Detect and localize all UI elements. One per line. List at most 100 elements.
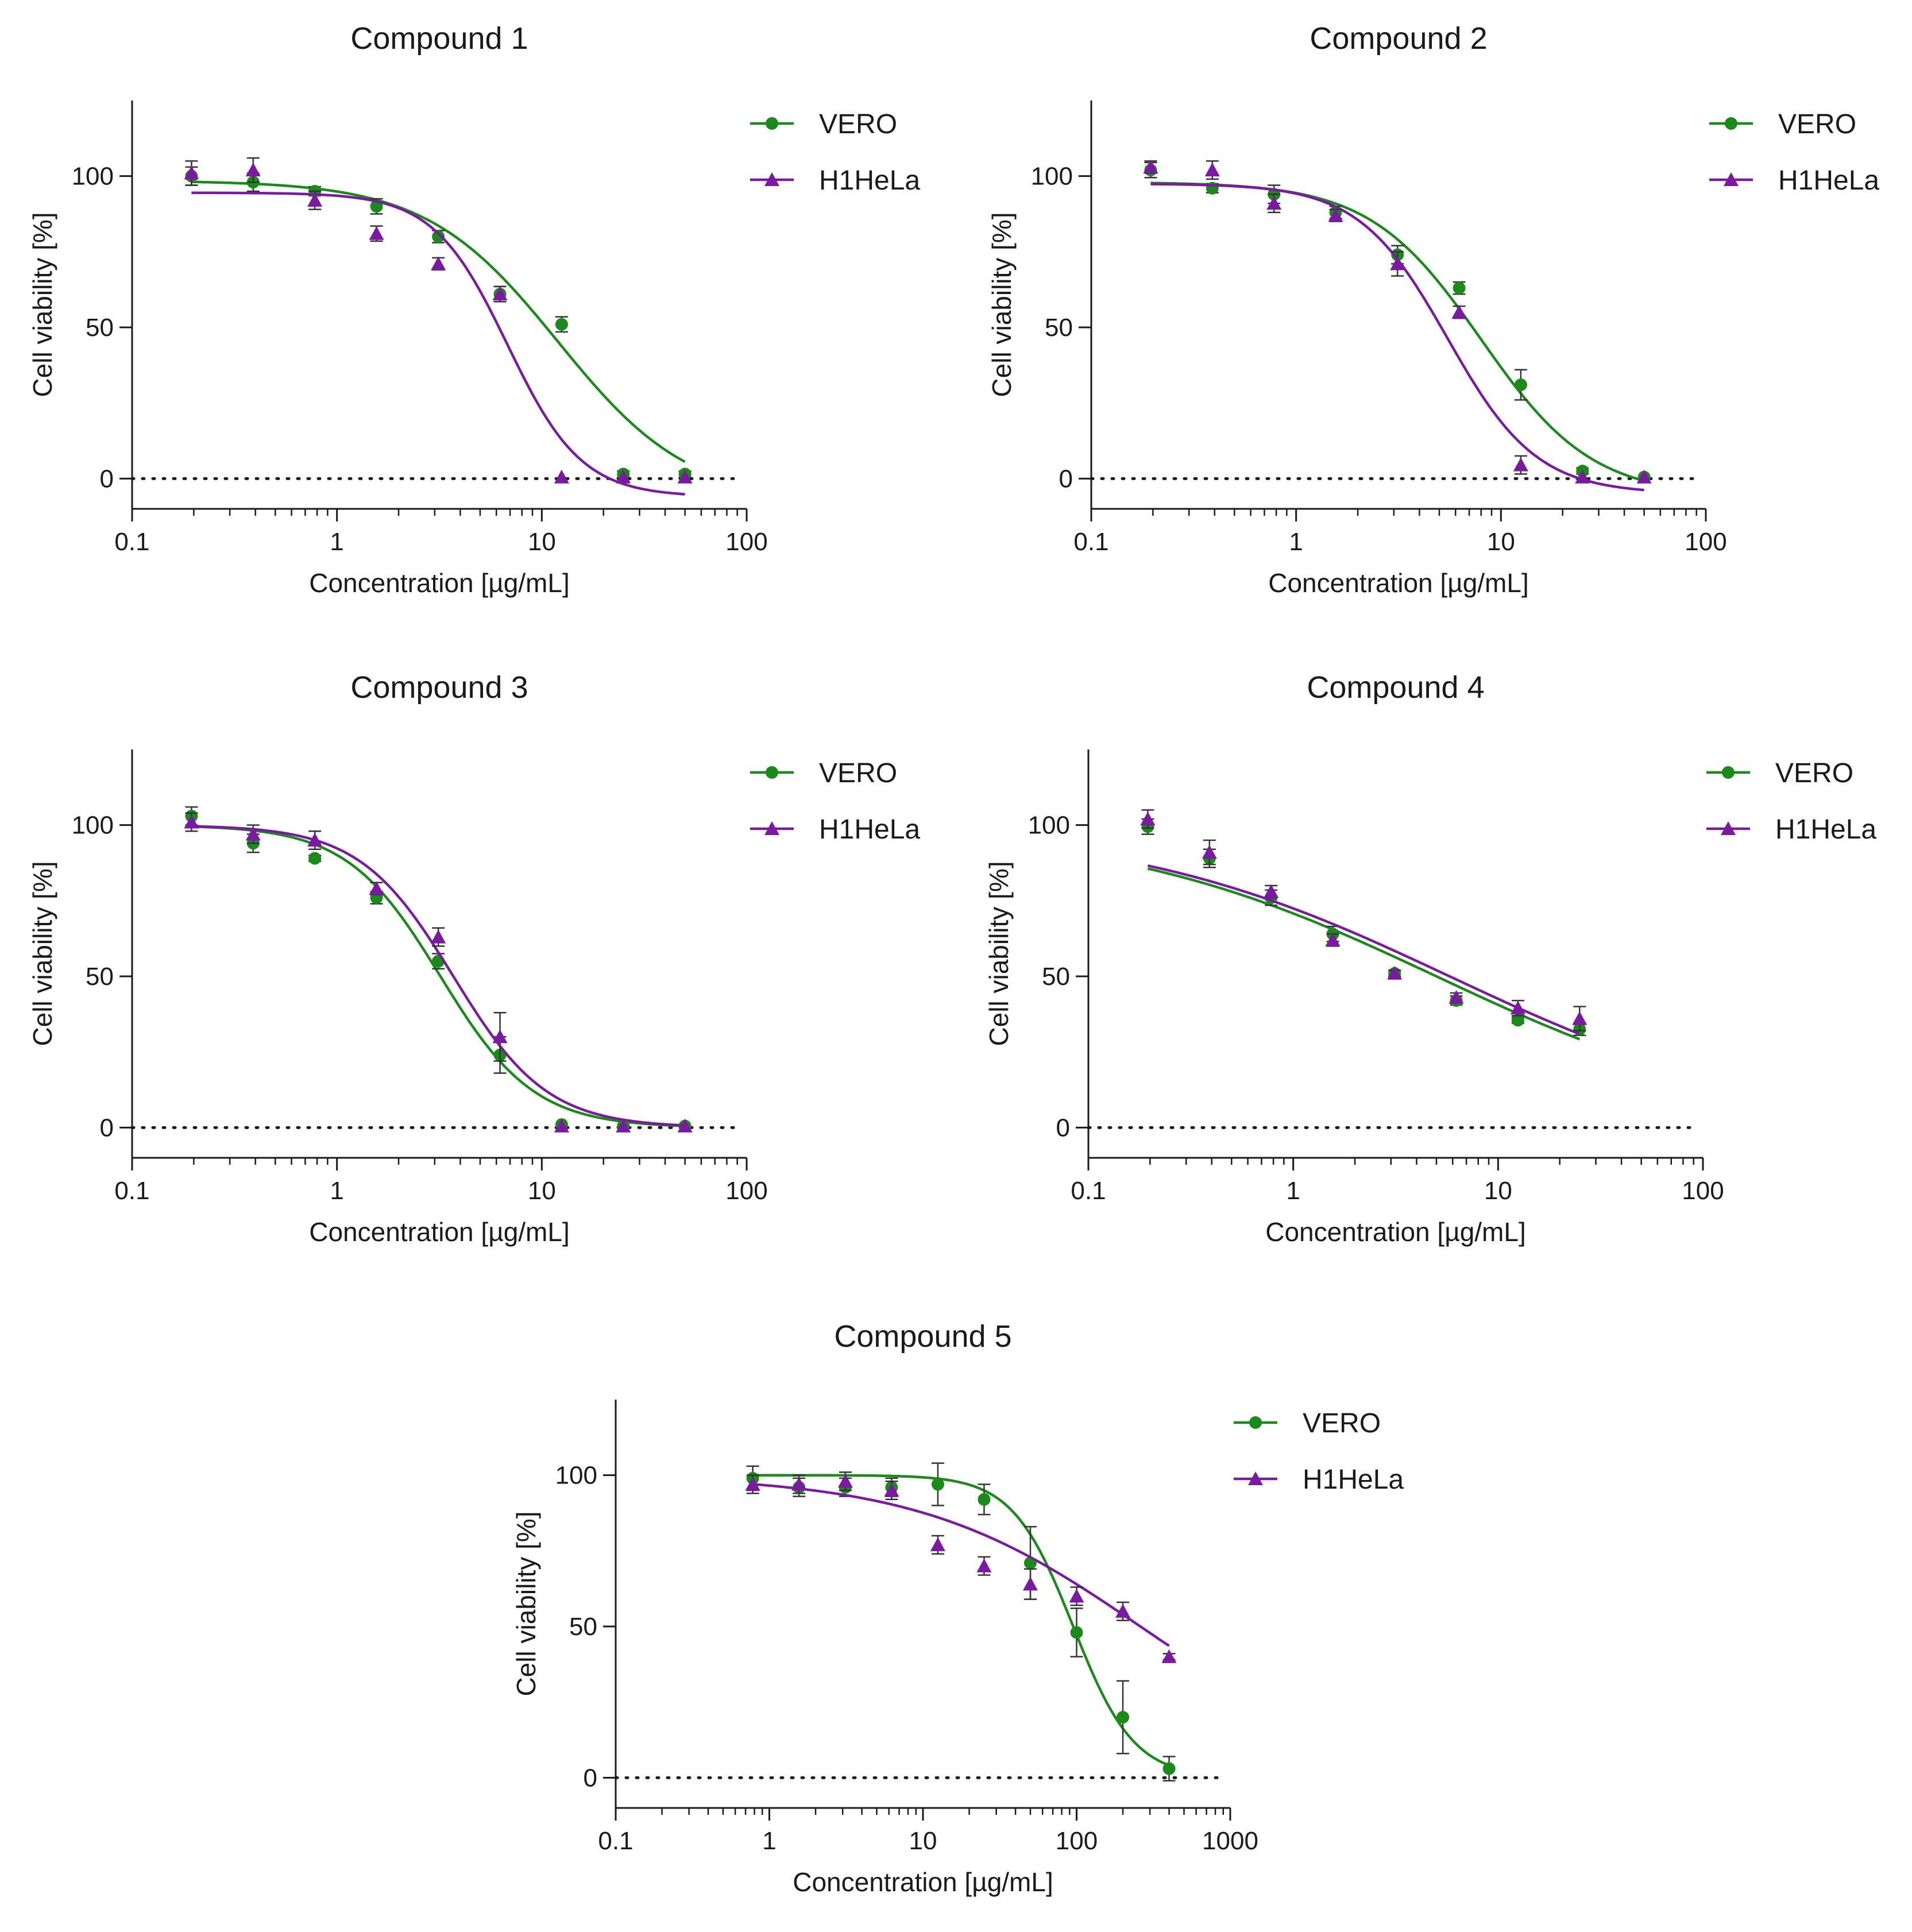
y-tick-label: 100 [1031, 163, 1073, 191]
x-axis-label: Concentration [µg/mL] [1268, 568, 1529, 598]
data-point [1140, 812, 1156, 826]
chart-panel-1: Compound 1 0.1 1 10 100 0 50 100 Concentration [… [28, 21, 920, 598]
y-axis-label: Cell viability [%] [28, 861, 57, 1046]
y-tick-label: 100 [72, 812, 114, 840]
data-point [308, 852, 322, 865]
x-tick-label: 1 [330, 528, 343, 556]
data-point [930, 1537, 945, 1551]
data-point [1328, 208, 1343, 222]
fit-curve [191, 191, 685, 496]
y-tick-label: 50 [569, 1613, 597, 1641]
x-tick-label: 0.1 [1073, 528, 1108, 556]
data-point [555, 318, 568, 331]
series-h1hela [745, 1471, 1177, 1663]
series-h1hela [184, 812, 693, 1133]
x-tick-label: 1 [330, 1177, 343, 1205]
data-point [184, 165, 199, 180]
data-point [1022, 1576, 1038, 1591]
legend-label: H1HeLa [1778, 165, 1879, 196]
x-tick-label: 0.1 [114, 528, 149, 556]
x-tick-label: 10 [528, 528, 556, 556]
data-point [1513, 457, 1528, 472]
data-point [492, 1029, 508, 1044]
x-tick-label: 100 [1685, 528, 1726, 556]
x-tick-label: 10 [909, 1827, 937, 1855]
data-point [245, 826, 261, 841]
data-point [432, 230, 445, 243]
fit-curve [752, 1483, 1170, 1647]
data-point [1069, 1589, 1084, 1603]
legend-marker [766, 766, 778, 779]
data-point [1115, 1603, 1131, 1618]
legend-label: VERO [1303, 1408, 1381, 1439]
chart-title: Compound 1 [350, 21, 528, 56]
data-point [431, 929, 446, 944]
data-point [978, 1493, 991, 1506]
data-point [1453, 281, 1466, 295]
y-axis-label: Cell viability [%] [28, 212, 57, 397]
y-tick-label: 0 [100, 1114, 114, 1142]
legend-label: VERO [1775, 758, 1853, 789]
fit-curve [191, 180, 686, 463]
chart-title: Compound 3 [350, 670, 528, 705]
y-tick-label: 0 [584, 1764, 597, 1792]
data-point [554, 1118, 569, 1133]
x-tick-label: 10 [1484, 1177, 1512, 1205]
x-axis-label: Concentration [µg/mL] [309, 568, 570, 598]
chart-panel-4: Compound 4 0.1 1 10 100 0 50 100 Concentration [… [984, 670, 1876, 1247]
legend-marker [764, 821, 779, 836]
data-point [1117, 1711, 1130, 1724]
x-tick-label: 100 [1056, 1827, 1098, 1855]
data-point [1206, 181, 1219, 195]
fit-curve [191, 825, 685, 1127]
y-tick-label: 0 [100, 465, 114, 493]
fit-curve [191, 825, 685, 1127]
data-point [1325, 932, 1341, 946]
legend-label: VERO [1778, 109, 1856, 140]
data-point [1510, 1000, 1525, 1015]
chart-title: Compound 2 [1310, 21, 1487, 56]
legend-marker [1721, 821, 1736, 836]
data-point [884, 1483, 899, 1497]
data-point [1387, 965, 1403, 980]
y-tick-label: 50 [1042, 963, 1070, 991]
data-point [1449, 990, 1464, 1004]
data-point [554, 469, 569, 484]
series-h1hela [1140, 809, 1587, 1035]
x-tick-label: 1 [762, 1827, 776, 1855]
data-point [616, 469, 631, 484]
legend-label: H1HeLa [1775, 814, 1876, 845]
legend-label: H1HeLa [819, 814, 920, 845]
data-point [245, 163, 261, 177]
x-tick-label: 10 [528, 1177, 556, 1205]
data-point [307, 192, 323, 207]
data-point [976, 1558, 992, 1572]
data-point [1204, 163, 1220, 177]
data-point [307, 833, 323, 847]
data-point [1514, 378, 1527, 392]
fit-curve [1147, 867, 1581, 1041]
data-point [1070, 1626, 1083, 1639]
data-point [184, 814, 199, 829]
legend-label: VERO [819, 758, 897, 789]
data-point [1266, 196, 1282, 210]
data-point [745, 1477, 760, 1491]
x-tick-label: 0.1 [114, 1177, 149, 1205]
data-point [1575, 469, 1590, 484]
x-tick-label: 0.1 [598, 1827, 633, 1855]
x-tick-label: 100 [1682, 1177, 1724, 1205]
data-point [1451, 304, 1467, 319]
data-point [1264, 884, 1279, 898]
chart-panel-5: Compound 50.1 1 10 100 1000050100Concentrati… [511, 1319, 1404, 1897]
y-tick-label: 100 [72, 163, 114, 191]
chart-title: Compound 5 [834, 1319, 1011, 1354]
y-tick-label: 50 [1045, 314, 1073, 342]
fit-curve [752, 1474, 1170, 1767]
chart-title: Compound 4 [1307, 670, 1484, 705]
y-axis-label: Cell viability [%] [984, 861, 1014, 1046]
data-point [791, 1477, 807, 1491]
data-point [1143, 159, 1158, 173]
data-point [1162, 1762, 1176, 1775]
y-axis-label: Cell viability [%] [987, 212, 1017, 397]
data-point [492, 287, 508, 301]
